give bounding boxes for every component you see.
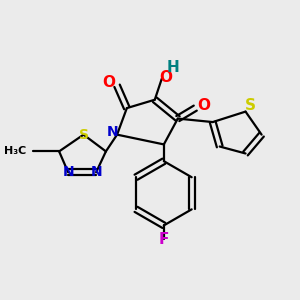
Text: H₃C: H₃C bbox=[4, 146, 26, 156]
Text: O: O bbox=[159, 70, 172, 85]
Text: F: F bbox=[159, 232, 169, 247]
Text: N: N bbox=[90, 165, 102, 179]
Text: O: O bbox=[102, 76, 115, 91]
Text: S: S bbox=[79, 128, 88, 142]
Text: S: S bbox=[245, 98, 256, 113]
Text: N: N bbox=[62, 165, 74, 179]
Text: H: H bbox=[167, 60, 179, 75]
Text: O: O bbox=[197, 98, 210, 113]
Text: N: N bbox=[107, 125, 119, 139]
